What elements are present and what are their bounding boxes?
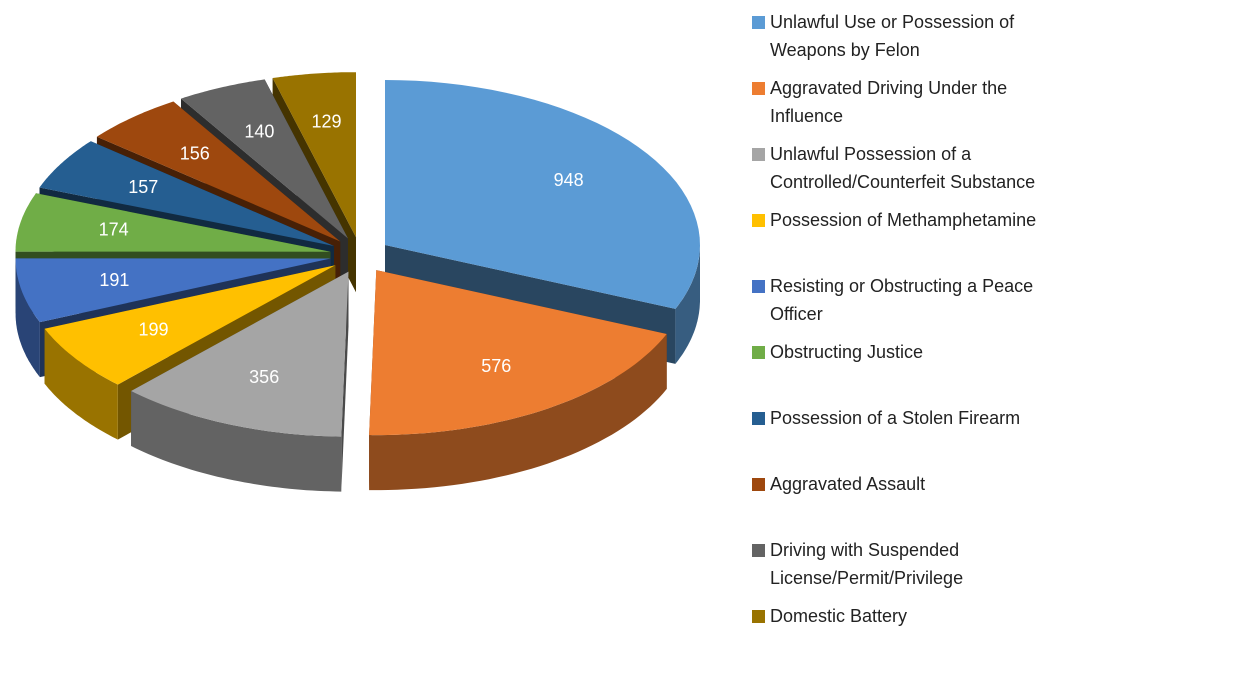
chart: 948 576 356 199 191 174 157 156 140 129 (15, 72, 700, 492)
slice (44, 265, 336, 385)
data-label: 174 (99, 220, 129, 240)
slice (385, 80, 700, 309)
legend-swatch (752, 214, 765, 227)
data-label: 129 (312, 111, 342, 131)
data-label: 199 (139, 319, 169, 339)
data-label: 157 (128, 177, 158, 197)
legend-swatch (752, 82, 765, 95)
slice-side (15, 258, 40, 378)
data-label: 140 (244, 121, 274, 141)
legend-swatch (752, 610, 765, 623)
legend-label: Aggravated Driving Under the Influence (770, 78, 1008, 126)
legend-label: Possession of a Stolen Firearm (770, 408, 1021, 428)
data-label: 576 (481, 356, 511, 376)
slice (181, 79, 348, 239)
legend-item: Possession of a Stolen Firearm (752, 404, 1082, 470)
legend-swatch (752, 346, 765, 359)
legend-swatch (752, 412, 765, 425)
data-label: 191 (99, 270, 129, 290)
legend-item: Obstructing Justice (752, 338, 1082, 404)
data-label: 156 (180, 143, 210, 163)
legend-label: Resisting or Obstructing a Peace Officer (770, 276, 1034, 324)
legend-swatch (752, 478, 765, 491)
slice-side (675, 245, 700, 364)
legend-item: Domestic Battery (752, 602, 1082, 668)
legend-item: Aggravated Assault (752, 470, 1082, 536)
legend-item: Possession of Methamphetamine (752, 206, 1082, 272)
legend-label: Obstructing Justice (770, 342, 924, 362)
data-label: 948 (554, 170, 584, 190)
slice (15, 193, 331, 252)
legend-label: Unlawful Possession of a Controlled/Coun… (770, 144, 1036, 192)
legend-item: Unlawful Possession of a Controlled/Coun… (752, 140, 1082, 206)
legend: Unlawful Use or Possession of Weapons by… (752, 8, 1082, 668)
legend-item: Driving with Suspended License/Permit/Pr… (752, 536, 1082, 602)
legend-swatch (752, 280, 765, 293)
slice (131, 271, 349, 437)
slice (15, 258, 331, 323)
slice-side (369, 334, 667, 491)
slice (369, 270, 667, 436)
legend-label: Aggravated Assault (770, 474, 926, 494)
slice (39, 141, 334, 246)
legend-label: Possession of Methamphetamine (770, 210, 1037, 230)
legend-swatch (752, 16, 765, 29)
legend-swatch (752, 544, 765, 557)
slice-side (44, 328, 118, 440)
legend-item: Unlawful Use or Possession of Weapons by… (752, 8, 1082, 74)
legend-label: Driving with Suspended License/Permit/Pr… (770, 540, 964, 588)
legend-item: Aggravated Driving Under the Influence (752, 74, 1082, 140)
slice-side (131, 391, 342, 492)
legend-item: Resisting or Obstructing a Peace Officer (752, 272, 1082, 338)
legend-swatch (752, 148, 765, 161)
legend-label: Domestic Battery (770, 606, 908, 626)
legend-label: Unlawful Use or Possession of Weapons by… (770, 12, 1015, 60)
data-label: 356 (249, 367, 279, 387)
slice (272, 72, 356, 238)
slice (96, 101, 341, 242)
